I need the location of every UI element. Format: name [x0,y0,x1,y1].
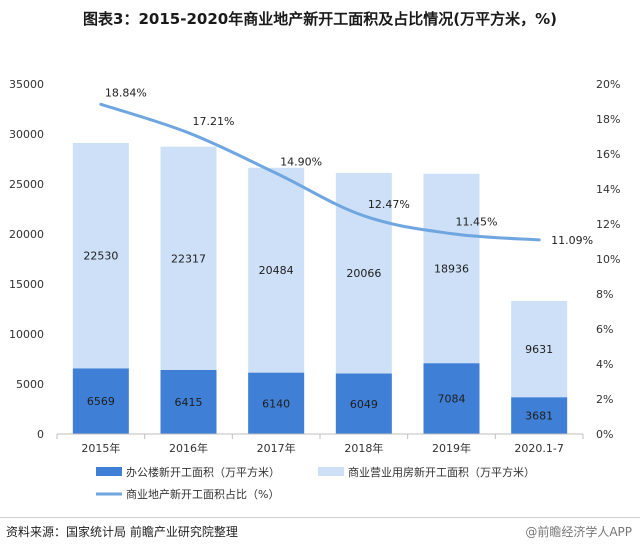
y2-tick-label: 14% [596,183,620,196]
y-tick-label: 20000 [9,228,44,241]
x-tick-label: 2016年 [169,441,208,455]
share-line-value-label: 11.09% [551,234,593,247]
x-tick-label: 2018年 [344,441,383,455]
bar-commercial-value-label: 22317 [171,252,206,265]
source-note: 资料来源：国家统计局 前瞻产业研究院整理 [6,525,238,539]
y2-tick-label: 4% [596,358,613,371]
bar-commercial [335,172,392,374]
share-line-value-label: 11.45% [456,216,498,229]
y2-tick-label: 18% [596,113,620,126]
y2-tick-label: 2% [596,393,613,406]
y-tick-label: 10000 [9,328,44,341]
bar-office-value-label: 7084 [438,393,466,406]
bar-commercial [72,143,129,369]
share-line [99,102,541,242]
legend-commercial-swatch [318,467,344,476]
bar-office-value-label: 3681 [525,410,553,423]
y-tick-label: 35000 [9,78,44,91]
bar-commercial-value-label: 18936 [434,262,469,275]
bar-office-value-label: 6415 [175,396,203,409]
y2-tick-label: 16% [596,148,620,161]
y2-tick-label: 20% [596,78,620,91]
legend-commercial-label: 商业营业用房新开工面积（万平方米） [348,465,535,479]
share-line-value-label: 18.84% [105,86,147,99]
y-tick-label: 25000 [9,178,44,191]
bar-office [335,373,392,434]
watermark: @前瞻经济学人APP [525,525,632,539]
share-line-value-label: 14.90% [280,155,322,168]
legend-share-label: 商业地产新开工面积占比（%） [126,487,279,501]
y2-tick-label: 12% [596,218,620,231]
y-tick-label: 0 [37,428,44,441]
x-tick-label: 2015年 [81,441,120,455]
bar-office [248,372,305,434]
x-tick-label: 2017年 [257,441,296,455]
legend-office-swatch [96,467,122,476]
bar-commercial-value-label: 20066 [346,267,381,280]
bar-office-value-label: 6049 [350,398,378,411]
bar-commercial [248,167,305,373]
y2-tick-label: 6% [596,323,613,336]
y2-tick-label: 8% [596,288,613,301]
y2-tick-label: 0% [596,428,613,441]
legend-office-label: 办公楼新开工面积（万平方米） [126,465,280,479]
bar-office [511,397,568,434]
bar-office-value-label: 6140 [262,397,290,410]
y-tick-label: 30000 [9,128,44,141]
bar-commercial-value-label: 20484 [259,264,294,277]
y-tick-label: 5000 [16,378,44,391]
x-tick-label: 2019年 [432,441,471,455]
bar-office [160,369,217,434]
bar-commercial-value-label: 9631 [525,343,553,356]
footer-divider [0,517,640,518]
share-line-value-label: 12.47% [368,198,410,211]
bar-office [72,368,129,434]
bar-commercial [511,300,568,398]
bar-commercial [160,146,217,370]
share-line-value-label: 17.21% [193,115,235,128]
y2-tick-label: 10% [596,253,620,266]
x-tick-label: 2020.1-7 [514,442,563,455]
y-tick-label: 15000 [9,278,44,291]
bar-office-value-label: 6569 [87,395,115,408]
bar-commercial-value-label: 22530 [83,250,118,263]
bar-office [423,363,480,434]
chart-title: 图表3：2015-2020年商业地产新开工面积及占比情况(万平方米，%) [83,10,557,28]
bar-commercial [423,173,480,364]
